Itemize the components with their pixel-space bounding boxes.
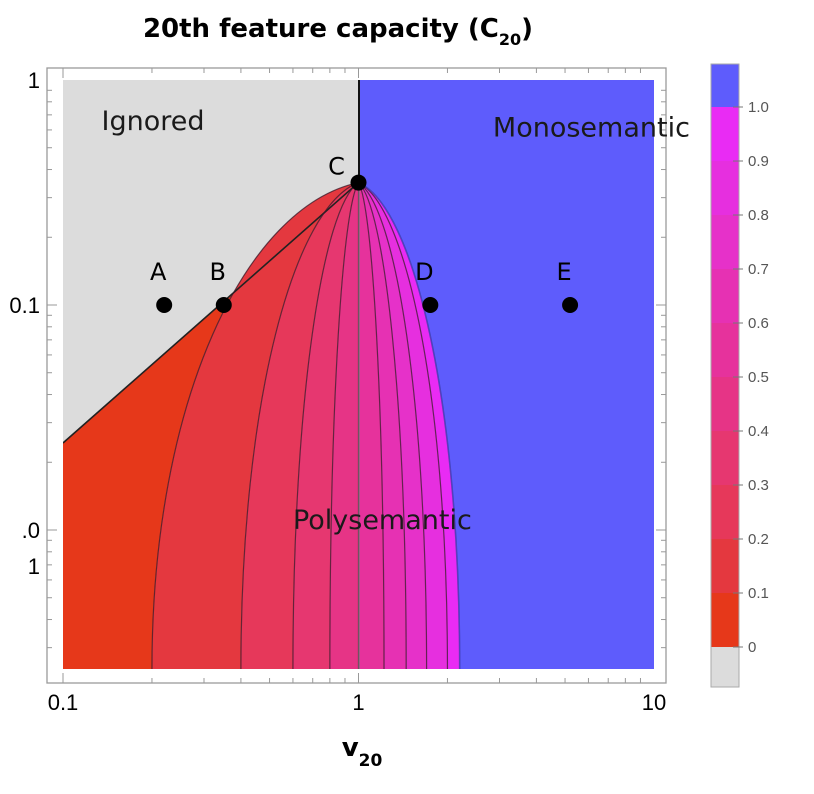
colorbar-tick-label: 0.6: [748, 315, 769, 332]
chart-title-sub: 20: [499, 30, 521, 49]
point-a: [156, 297, 173, 313]
contour-band-2: [240, 182, 359, 669]
point-label-c: C: [328, 153, 345, 181]
region-monosemantic: [358, 80, 654, 669]
boundary-ignored-line: [63, 181, 360, 444]
x-tick-label: 0.1: [48, 690, 79, 715]
colorbar-tick-label: 0.4: [748, 423, 769, 440]
colorbar-tick-label: 0.2: [748, 531, 769, 548]
colorbar-tick-label: 0.7: [748, 261, 769, 278]
contour-line-9: [358, 181, 461, 669]
y-axis-ticks: 1 0.1 .0 1: [9, 68, 666, 649]
y-tick-label: 0.1: [9, 293, 40, 318]
contour-bands: [63, 80, 654, 669]
contour-line-7: [358, 182, 428, 669]
colorbar-tick-label: 0.8: [748, 207, 769, 224]
contour-band-7: [358, 182, 427, 669]
point-b: [215, 297, 232, 313]
colorbar-band-1: [711, 539, 739, 593]
y-tick-label: 1: [28, 68, 40, 93]
contour-line-8: [358, 182, 449, 669]
contour-line-5: [357, 182, 385, 669]
chart-title: 20th feature capacity (C20): [143, 14, 533, 49]
x-tick-label: 10: [642, 690, 666, 715]
contour-band-1: [151, 182, 359, 669]
region-label-ignored: Ignored: [102, 106, 205, 137]
contour-line-1: [240, 182, 359, 669]
colorbar-band-5: [711, 323, 739, 377]
region-label-polysemantic: Polysemantic: [293, 505, 472, 536]
contour-band-0: [63, 182, 359, 669]
colorbar-band-8: [711, 161, 739, 215]
point-c: [350, 174, 367, 191]
x-axis-ticks: 0.1 1 10: [48, 68, 666, 715]
contour-line-0: [151, 181, 359, 669]
point-label-b: B: [210, 258, 226, 286]
x-axis-label: v20: [342, 733, 383, 771]
point-d: [422, 297, 439, 313]
region-labels: Ignored Monosemantic Polysemantic: [102, 106, 690, 536]
colorbar-band-top: [711, 64, 739, 107]
plot-frame: [46, 67, 667, 684]
colorbar-tick-label: 0.9: [748, 153, 769, 170]
x-axis-label-sub: 20: [359, 751, 383, 771]
contour-band-4: [329, 182, 359, 669]
colorbar-tick-label: 0.3: [748, 477, 769, 494]
x-tick-label: 1: [352, 690, 364, 715]
colorbar-band-6: [711, 269, 739, 323]
point-e: [562, 297, 579, 313]
chart-title-close: ): [521, 14, 533, 44]
colorbar-band-4: [711, 377, 739, 431]
colorbar-band-3: [711, 431, 739, 485]
marked-points: A B C D E: [150, 153, 579, 313]
colorbar-ignored: [711, 647, 739, 687]
chart-title-main: 20th feature capacity (C: [143, 14, 499, 44]
plot-area: [63, 80, 654, 669]
colorbar: 1.0 0.9 0.8 0.7 0.6 0.5 0.4 0.3 0.2 0.1 0: [710, 63, 769, 688]
y-tick-label-line2: 1: [28, 554, 40, 579]
colorbar-tick-label: 0: [748, 639, 756, 656]
colorbar-tick-label: 0.5: [748, 369, 769, 386]
x-axis-label-main: v: [342, 733, 359, 763]
point-label-e: E: [556, 258, 571, 286]
point-label-d: D: [415, 258, 433, 286]
contour-line-3: [329, 182, 360, 669]
y-tick-label: .0: [22, 518, 40, 543]
colorbar-tick-label: 1.0: [748, 99, 769, 116]
colorbar-frame: [710, 63, 740, 688]
colorbar-tick-label: 0.1: [748, 585, 769, 602]
contour-line-6: [358, 182, 407, 669]
colorbar-band-7: [711, 215, 739, 269]
colorbar-band-2: [711, 485, 739, 539]
point-label-a: A: [150, 258, 167, 286]
region-label-monosemantic: Monosemantic: [493, 113, 690, 144]
colorbar-band-0: [711, 593, 739, 647]
contour-band-6: [358, 182, 407, 669]
contour-line-2: [292, 182, 359, 669]
contour-band-5: [358, 182, 385, 669]
contour-band-8: [358, 182, 448, 669]
colorbar-band-9: [711, 107, 739, 161]
contour-band-3: [292, 182, 359, 669]
